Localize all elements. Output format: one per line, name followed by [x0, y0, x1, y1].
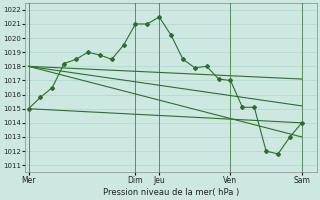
X-axis label: Pression niveau de la mer( hPa ): Pression niveau de la mer( hPa )	[103, 188, 239, 197]
